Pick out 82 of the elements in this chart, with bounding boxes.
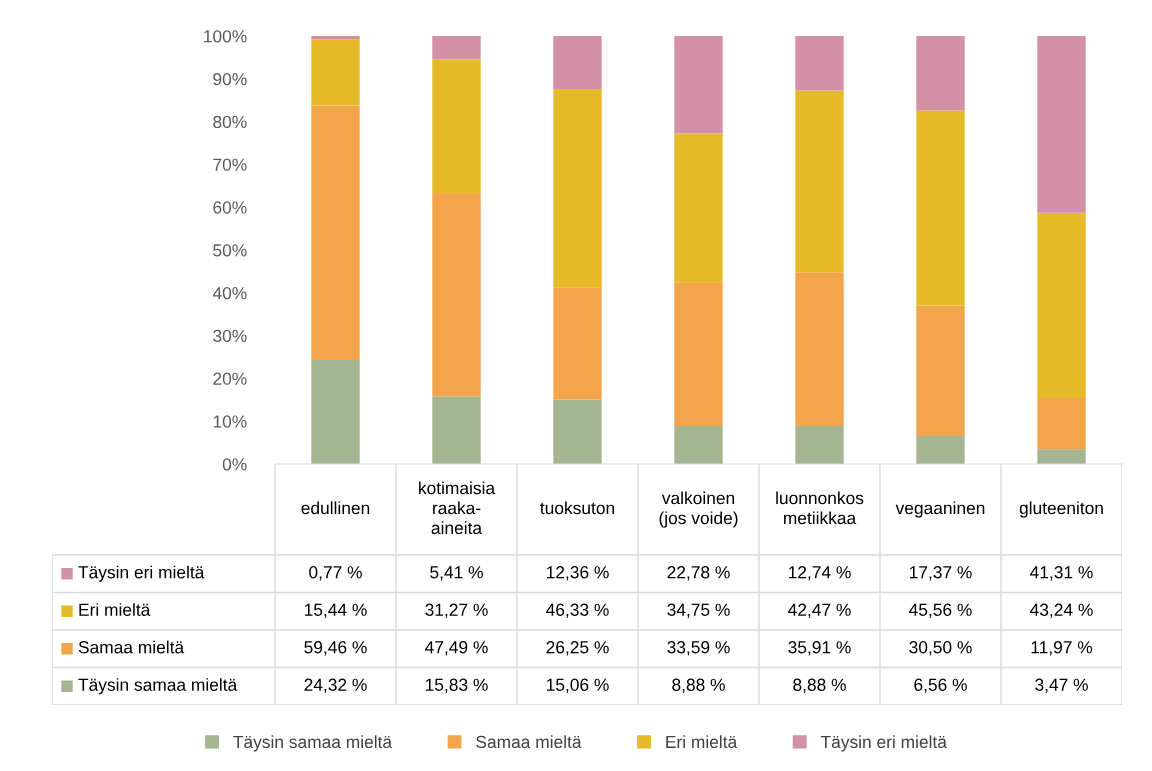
legend-label: Samaa mieltä	[78, 640, 185, 654]
x-tick-label: tuoksuton	[540, 501, 615, 515]
bar	[674, 36, 723, 134]
text: Täysin eri mieltä	[820, 735, 947, 752]
data-label: 42,47 %	[788, 603, 851, 618]
data-label: 0,77 %	[309, 566, 362, 581]
data-label: 15,83 %	[425, 678, 488, 693]
data-label: 12,36 %	[546, 566, 609, 581]
data-label: 8,88 %	[793, 678, 846, 693]
data-label: 24,32 %	[304, 678, 367, 693]
bar	[795, 272, 844, 426]
bar	[916, 435, 965, 464]
y-tick-label: 30%	[213, 329, 247, 343]
data-label: 3,47 %	[1035, 678, 1088, 693]
data-label: 26,25 %	[546, 641, 609, 656]
bar	[311, 105, 360, 360]
data-label: 45,56 %	[909, 603, 972, 618]
bar	[795, 425, 844, 464]
data-label: 22,78 %	[667, 566, 730, 581]
data-label: 43,24 %	[1030, 603, 1093, 618]
bar	[432, 396, 481, 464]
data-label: 11,97 %	[1031, 641, 1093, 656]
data-label: 47,49 %	[425, 641, 488, 656]
data-label: 46,33 %	[546, 603, 609, 618]
x-tick-label: vegaaninen	[895, 501, 985, 518]
data-label: 30,50 %	[909, 641, 972, 656]
bar	[916, 110, 965, 306]
bar	[795, 36, 844, 91]
bar	[674, 425, 723, 464]
x-tick-label: valkoinen (jos voide)	[659, 491, 738, 528]
y-tick-label: 0%	[222, 458, 247, 471]
bar	[553, 399, 602, 464]
y-tick-label: 50%	[213, 244, 247, 257]
bar	[553, 287, 602, 400]
data-label: 6,56 %	[914, 678, 967, 693]
bar	[916, 305, 965, 436]
bar	[553, 36, 602, 89]
data-label: 12,74 %	[788, 566, 851, 581]
bar	[311, 359, 360, 464]
data-label: 41,31 %	[1030, 566, 1093, 581]
bar	[553, 88, 602, 288]
bar	[1037, 449, 1086, 464]
legend-label: Täysin samaa mieltä	[78, 678, 238, 695]
data-label: 8,88 %	[672, 678, 725, 693]
legend-label: Täysin eri mieltä	[78, 565, 205, 582]
data-label: 5,41 %	[430, 566, 483, 581]
bar	[1037, 397, 1086, 450]
text: Samaa mieltä	[476, 735, 582, 749]
data-label: 34,75 %	[667, 603, 730, 618]
text: Eri mieltä	[666, 735, 738, 749]
data-label: 17,37 %	[909, 566, 972, 581]
text: Täysin samaa mieltä	[233, 735, 393, 752]
y-tick-label: 90%	[213, 72, 247, 86]
data-label: 31,27 %	[425, 603, 488, 618]
data-label: 33,59 %	[667, 641, 730, 656]
x-tick-label: luonnonkosmetiikkaa	[776, 491, 864, 525]
bar	[432, 59, 481, 193]
y-tick-label: 100%	[204, 30, 247, 43]
data-label: 15,44 %	[304, 603, 367, 618]
bar	[311, 36, 360, 40]
x-tick-label: edullinen	[301, 501, 370, 515]
y-tick-label: 20%	[213, 372, 247, 385]
bar	[432, 36, 481, 60]
bar	[311, 39, 360, 106]
bar	[1037, 36, 1086, 213]
bar	[674, 282, 723, 426]
x-tick-label: kotimaisia raaka-aineita	[419, 481, 496, 535]
data-label: 35,91 %	[788, 641, 851, 656]
data-label: 59,46 %	[304, 641, 367, 656]
y-tick-label: 80%	[213, 115, 247, 129]
bar	[916, 36, 965, 111]
y-tick-label: 60%	[213, 201, 247, 214]
bar	[432, 192, 481, 397]
y-tick-label: 70%	[213, 158, 247, 171]
legend-label: Eri mieltä	[79, 603, 151, 616]
data-label: 15,06 %	[546, 678, 609, 693]
bar	[795, 90, 844, 273]
y-tick-label: 10%	[213, 415, 247, 428]
y-tick-label: 40%	[212, 286, 247, 300]
x-tick-label: gluteeniton	[1019, 501, 1103, 518]
bar	[1037, 212, 1086, 398]
bar	[674, 133, 723, 283]
